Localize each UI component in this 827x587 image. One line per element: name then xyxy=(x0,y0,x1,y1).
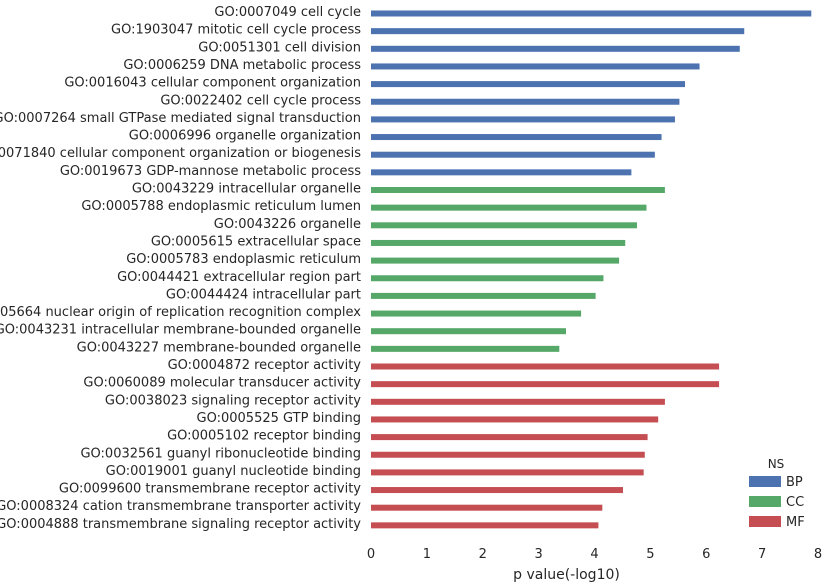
legend-label-bp: BP xyxy=(786,475,803,490)
category-label: GO:0007049 cell cycle xyxy=(214,5,361,20)
x-tick-label: 4 xyxy=(590,547,598,562)
category-label: GO:0044424 intracellular part xyxy=(166,287,361,302)
category-label: GO:0019001 guanyl nucleotide binding xyxy=(106,464,361,479)
x-tick-label: 5 xyxy=(646,547,654,562)
category-label: GO:0099600 transmembrane receptor activi… xyxy=(59,482,361,497)
bar-bp xyxy=(371,81,686,88)
legend-label-mf: MF xyxy=(786,515,805,530)
category-label: GO:0019673 GDP-mannose metabolic process xyxy=(60,164,361,179)
category-label: GO:0004888 transmembrane signaling recep… xyxy=(0,517,361,532)
category-label: GO:0071840 cellular component organizati… xyxy=(0,146,361,161)
bar-bp xyxy=(371,28,745,35)
category-labels: GO:0007049 cell cycle GO:1903047 mitotic … xyxy=(0,5,361,532)
category-label: GO:0043231 intracellular membrane-bounde… xyxy=(0,323,361,338)
legend: NS BP CC MF xyxy=(749,457,805,530)
bar-mf xyxy=(371,381,720,388)
category-label: GO:0008324 cation transmembrane transpor… xyxy=(0,499,361,514)
category-label: GO:0038023 signaling receptor activity xyxy=(105,393,361,408)
legend-swatch-bp xyxy=(749,476,781,487)
bar-cc xyxy=(371,275,604,282)
x-axis-title: p value(-log10) xyxy=(513,567,620,583)
bar-mf xyxy=(371,363,720,370)
bar-cc xyxy=(371,292,596,299)
bar-bp xyxy=(371,63,700,70)
category-label: GO:0043229 intracellular organelle xyxy=(132,182,361,197)
category-label: GO:0005788 endoplasmic reticulum lumen xyxy=(81,199,361,214)
bar-bp xyxy=(371,151,655,158)
bar-bp xyxy=(371,134,662,141)
category-label: GO:0051301 cell division xyxy=(198,40,361,55)
bars-layer xyxy=(371,10,812,529)
legend-label-cc: CC xyxy=(786,495,804,510)
x-tick-label: 8 xyxy=(814,547,822,562)
bar-bp xyxy=(371,116,675,123)
bar-mf xyxy=(371,522,599,529)
category-label: GO:0005525 GTP binding xyxy=(197,411,361,426)
category-label: GO:0043226 organelle xyxy=(214,217,361,232)
category-label: GO:0007264 small GTPase mediated signal … xyxy=(0,111,361,126)
category-label: GO:0043227 membrane-bounded organelle xyxy=(77,340,361,355)
bar-cc xyxy=(371,257,620,264)
bar-bp xyxy=(371,45,740,52)
x-axis-ticks: 0 1 2 3 4 5 6 7 8 xyxy=(367,547,822,562)
bar-mf xyxy=(371,487,623,494)
bar-bp xyxy=(371,169,632,176)
category-label: GO:0022402 cell cycle process xyxy=(160,93,361,108)
legend-title: NS xyxy=(768,457,785,471)
x-tick-label: 0 xyxy=(367,547,375,562)
legend-swatch-mf xyxy=(749,516,781,527)
x-tick-label: 2 xyxy=(479,547,487,562)
category-label: GO:0044421 extracellular region part xyxy=(117,270,361,285)
category-label: GO:1903047 mitotic cell cycle process xyxy=(111,23,361,38)
category-label: GO:0032561 guanyl ribonucleotide binding xyxy=(80,446,361,461)
category-label: GO:0005783 endoplasmic reticulum xyxy=(126,252,361,267)
x-tick-label: 7 xyxy=(758,547,766,562)
category-label: GO:0006259 DNA metabolic process xyxy=(123,58,361,73)
bar-mf xyxy=(371,451,645,458)
bar-cc xyxy=(371,239,626,246)
category-label: GO:0004872 receptor activity xyxy=(168,358,362,373)
bar-cc xyxy=(371,328,567,335)
category-label: GO:0005615 extracellular space xyxy=(151,234,361,249)
x-tick-label: 1 xyxy=(423,547,431,562)
x-tick-label: 3 xyxy=(534,547,542,562)
bar-mf xyxy=(371,504,603,511)
category-label: GO:0005664 nuclear origin of replication… xyxy=(0,305,361,320)
bar-mf xyxy=(371,398,665,405)
bar-mf xyxy=(371,434,648,441)
bar-cc xyxy=(371,222,637,229)
category-label: GO:0005102 receptor binding xyxy=(167,429,361,444)
bar-cc xyxy=(371,345,560,352)
bar-mf xyxy=(371,469,644,476)
bar-cc xyxy=(371,310,582,317)
bar-cc xyxy=(371,187,665,193)
bar-bp xyxy=(371,10,812,17)
category-label: GO:0060089 molecular transducer activity xyxy=(83,376,361,391)
legend-swatch-cc xyxy=(749,496,781,507)
category-label: GO:0006996 organelle organization xyxy=(129,129,361,144)
category-label: GO:0016043 cellular component organizati… xyxy=(64,76,361,91)
bar-cc xyxy=(371,204,647,211)
bar-bp xyxy=(371,98,680,105)
bar-mf xyxy=(371,416,659,423)
x-tick-label: 6 xyxy=(702,547,710,562)
